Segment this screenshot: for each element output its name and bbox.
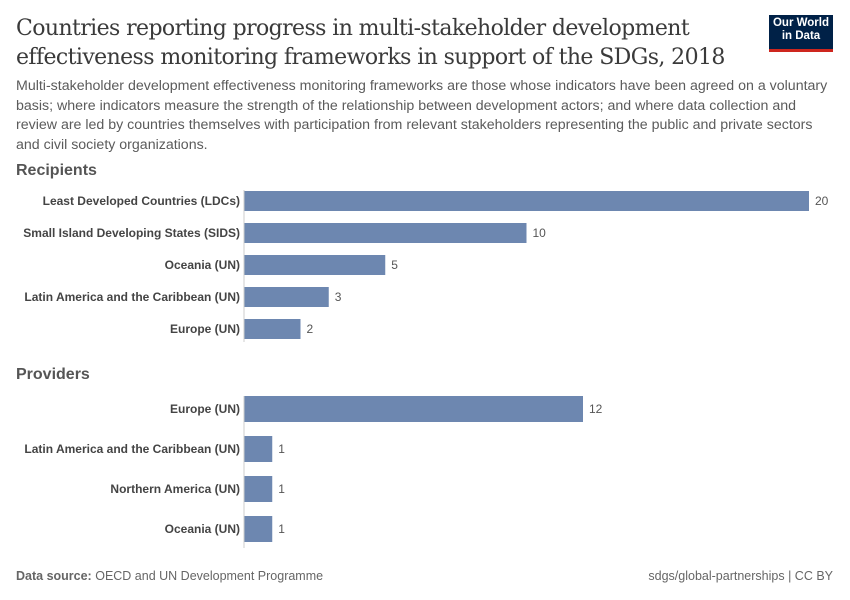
category-label: Least Developed Countries (LDCs) xyxy=(43,194,240,208)
category-label: Northern America (UN) xyxy=(110,482,240,496)
value-label: 1 xyxy=(278,522,285,536)
logo-line2: in Data xyxy=(781,30,821,42)
owid-logo[interactable]: Our World in Data xyxy=(769,15,833,52)
bar[interactable] xyxy=(244,223,527,243)
logo-line1: Our World xyxy=(772,17,829,29)
bar[interactable] xyxy=(244,255,386,275)
bar[interactable] xyxy=(244,287,329,307)
value-label: 10 xyxy=(533,226,547,240)
footer-license[interactable]: sdgs/global-partnerships | CC BY xyxy=(648,569,833,583)
category-label: Europe (UN) xyxy=(170,322,240,336)
category-label: Small Island Developing States (SIDS) xyxy=(23,226,240,240)
value-label: 20 xyxy=(815,194,829,208)
bar[interactable] xyxy=(244,476,273,502)
bar[interactable] xyxy=(244,516,273,542)
category-label: Oceania (UN) xyxy=(165,522,240,536)
bar[interactable] xyxy=(244,191,809,211)
value-label: 12 xyxy=(589,402,603,416)
chart-title: Countries reporting progress in multi-st… xyxy=(16,16,725,70)
section-title-providers: Providers xyxy=(16,366,90,383)
chart-subtitle: Multi-stakeholder development effectiven… xyxy=(16,78,828,153)
value-label: 5 xyxy=(391,258,398,272)
source-label: Data source: xyxy=(16,569,92,583)
source-text[interactable]: OECD and UN Development Programme xyxy=(95,569,324,583)
category-label: Europe (UN) xyxy=(170,402,240,416)
value-label: 3 xyxy=(335,290,342,304)
category-label: Oceania (UN) xyxy=(165,258,240,272)
bar[interactable] xyxy=(244,396,583,422)
data-source: Data source: OECD and UN Development Pro… xyxy=(16,569,323,583)
value-label: 1 xyxy=(278,442,285,456)
section-title-recipients: Recipients xyxy=(16,162,97,179)
bar[interactable] xyxy=(244,319,301,339)
value-label: 1 xyxy=(278,482,285,496)
bar[interactable] xyxy=(244,436,273,462)
category-label: Latin America and the Caribbean (UN) xyxy=(24,442,240,456)
category-label: Latin America and the Caribbean (UN) xyxy=(24,290,240,304)
value-label: 2 xyxy=(307,322,314,336)
